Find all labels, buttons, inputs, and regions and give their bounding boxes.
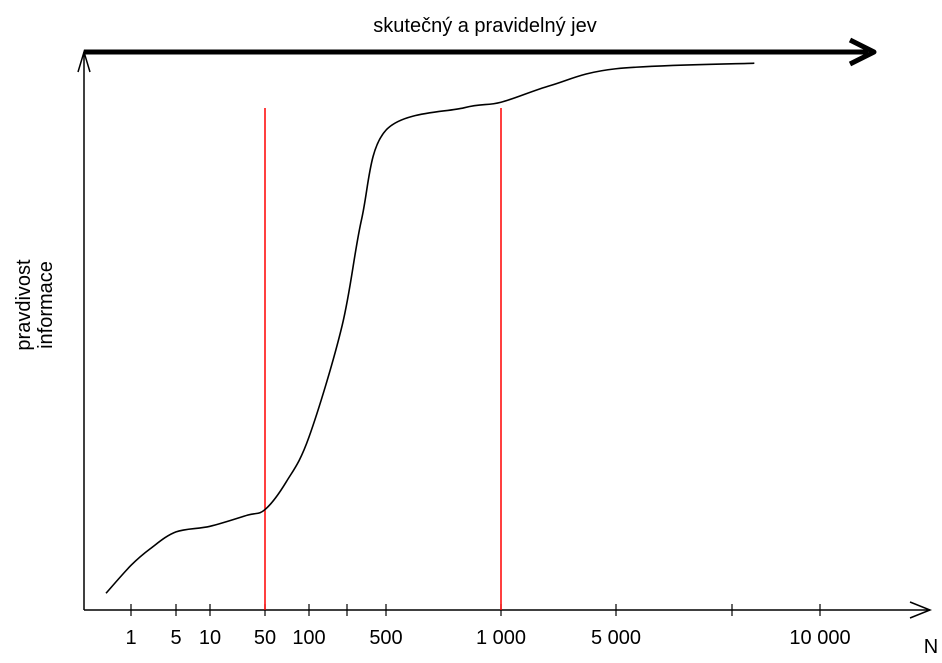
- data-curve: [105, 62, 755, 594]
- x-tick-label: 5: [170, 627, 181, 649]
- x-tick-label: 10: [199, 627, 221, 649]
- y-axis-arrow-head: [77, 49, 91, 73]
- x-axis-label: N: [924, 636, 938, 658]
- y-axis-label-line-2: informace: [35, 261, 57, 349]
- title-arrow-head: [848, 37, 877, 67]
- x-axis-arrow-head: [909, 601, 933, 619]
- x-tick-label: 100: [292, 627, 325, 649]
- x-tick-label: 500: [369, 627, 402, 649]
- x-tick-label: 10 000: [789, 627, 850, 649]
- x-tick-label: 1 000: [476, 627, 526, 649]
- chart-title: skutečný a pravidelný jev: [373, 15, 596, 37]
- y-axis-label-line-1: pravdivost: [13, 259, 35, 351]
- x-tick-label: 1: [125, 627, 136, 649]
- x-tick-label: 50: [254, 627, 276, 649]
- x-tick-label: 5 000: [591, 627, 641, 649]
